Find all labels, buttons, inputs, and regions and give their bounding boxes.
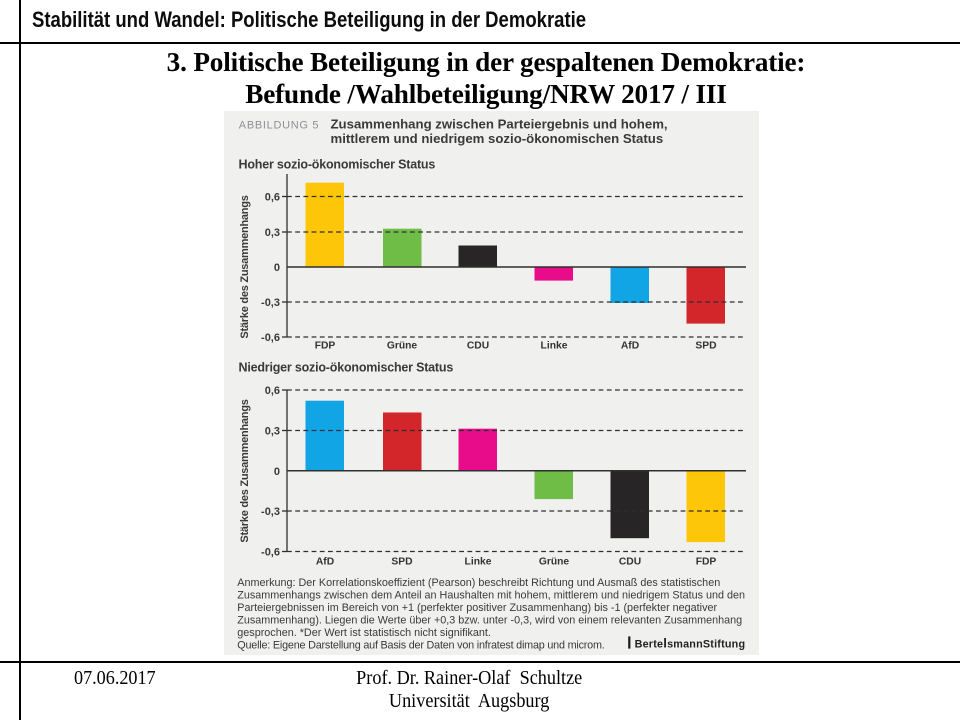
svg-text:Linke: Linke <box>541 340 568 351</box>
svg-text:-0,3: -0,3 <box>261 297 280 309</box>
svg-text:-0,6: -0,6 <box>261 546 280 558</box>
svg-text:AfD: AfD <box>316 556 334 567</box>
svg-text:Zusammenhangs zwischen dem Ant: Zusammenhangs zwischen dem Anteil an Hau… <box>237 589 745 601</box>
svg-text:SPD: SPD <box>391 556 412 567</box>
svg-text:Stärke des Zusammenhangs: Stärke des Zusammenhangs <box>239 399 251 542</box>
svg-text:Anmerkung: Der Korrelationskoe: Anmerkung: Der Korrelationskoeffizient (… <box>237 577 720 589</box>
svg-text:Hoher sozio-ökonomischer Statu: Hoher sozio-ökonomischer Status <box>239 157 436 171</box>
svg-text:gesprochen. *Der Wert ist stat: gesprochen. *Der Wert ist statistisch ni… <box>237 627 491 639</box>
svg-text:ABBILDUNG 5: ABBILDUNG 5 <box>239 119 319 131</box>
svg-text:Grüne: Grüne <box>387 340 418 351</box>
svg-text:0,3: 0,3 <box>265 227 280 239</box>
svg-text:0,6: 0,6 <box>265 385 280 397</box>
svg-text:AfD: AfD <box>621 340 639 351</box>
svg-text:Parteiergebnissen im Bereich v: Parteiergebnissen im Bereich von +1 (per… <box>237 602 717 614</box>
svg-text:-0,3: -0,3 <box>261 506 280 518</box>
svg-text:Niedriger sozio-ökonomischer S: Niedriger sozio-ökonomischer Status <box>239 360 454 374</box>
svg-text:BertelsmannStiftung: BertelsmannStiftung <box>635 635 746 650</box>
svg-text:Zusammenhang zwischen Parteier: Zusammenhang zwischen Parteiergebnis und… <box>331 116 668 131</box>
svg-text:CDU: CDU <box>467 340 489 351</box>
svg-text:Zusammenhang). Liegen die Wert: Zusammenhang). Liegen die Werte über +0,… <box>237 614 742 626</box>
svg-text:Quelle: Eigene Darstellung auf: Quelle: Eigene Darstellung auf Basis der… <box>237 639 604 651</box>
svg-text:mittlerem und niedrigem sozio-: mittlerem und niedrigem sozio-ökonomisch… <box>331 131 664 146</box>
svg-text:0: 0 <box>274 262 280 274</box>
svg-text:0,3: 0,3 <box>265 425 280 437</box>
svg-text:0: 0 <box>274 466 280 478</box>
svg-text:Linke: Linke <box>465 556 492 567</box>
svg-text:Grüne: Grüne <box>539 556 570 567</box>
svg-text:FDP: FDP <box>315 340 336 351</box>
svg-text:SPD: SPD <box>695 340 716 351</box>
svg-text:FDP: FDP <box>696 556 717 567</box>
svg-text:0,6: 0,6 <box>265 191 280 203</box>
svg-text:CDU: CDU <box>619 556 641 567</box>
svg-text:Stärke des Zusammenhangs: Stärke des Zusammenhangs <box>239 195 251 338</box>
svg-text:-0,6: -0,6 <box>261 332 280 344</box>
